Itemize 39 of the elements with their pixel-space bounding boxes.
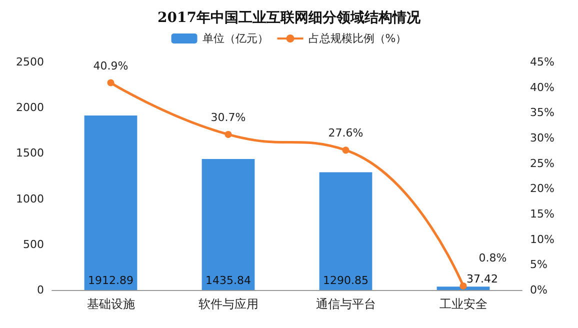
y2-tick-label: 10% bbox=[530, 232, 554, 246]
point bbox=[107, 79, 114, 86]
point bbox=[342, 146, 350, 154]
y-tick-label: 1000 bbox=[16, 192, 44, 206]
data-label: 0.8% bbox=[478, 251, 507, 264]
point bbox=[460, 282, 467, 290]
y2-tick-label: 40% bbox=[530, 80, 554, 94]
data-label: 40.9% bbox=[93, 59, 128, 72]
y2-tick-label: 0% bbox=[530, 284, 548, 296]
bar bbox=[319, 172, 372, 290]
data-label: 37.42 bbox=[466, 272, 498, 286]
y-tick-label: 1500 bbox=[16, 146, 44, 160]
x-tick-label: 通信与平台 bbox=[316, 297, 376, 311]
y-tick-label: 500 bbox=[23, 238, 44, 251]
data-label: 30.7% bbox=[210, 110, 246, 124]
y2-tick-label: 25% bbox=[530, 156, 554, 170]
legend-label: 单位（亿元） bbox=[202, 32, 268, 45]
chart-title: 2017年中国工业互联网细分领域结构情况 bbox=[158, 10, 422, 26]
y-tick-label: 2000 bbox=[16, 101, 44, 114]
y-tick-label: 2500 bbox=[16, 56, 44, 68]
y-tick-label: 0 bbox=[37, 284, 44, 296]
y2-tick-label: 30% bbox=[530, 132, 554, 144]
data-label: 27.6% bbox=[328, 126, 364, 140]
y2-tick-label: 35% bbox=[530, 106, 554, 120]
y2-tick-label: 15% bbox=[530, 208, 554, 220]
data-label: 1290.85 bbox=[323, 274, 368, 287]
data-label: 1912.89 bbox=[88, 274, 134, 287]
y2-tick-label: 45% bbox=[530, 56, 554, 68]
bar bbox=[436, 286, 490, 290]
y2-tick-label: 20% bbox=[530, 182, 554, 196]
x-tick-label: 基础设施 bbox=[86, 297, 135, 311]
legend-label: 占总规模比例（%） bbox=[308, 32, 407, 45]
x-tick-label: 软件与应用 bbox=[198, 297, 258, 311]
bar bbox=[84, 116, 138, 290]
bar bbox=[202, 159, 255, 290]
data-label: 1435.84 bbox=[206, 274, 251, 287]
y2-tick-label: 5% bbox=[530, 258, 548, 272]
x-tick-label: 工业安全 bbox=[439, 297, 488, 311]
point bbox=[224, 130, 232, 138]
